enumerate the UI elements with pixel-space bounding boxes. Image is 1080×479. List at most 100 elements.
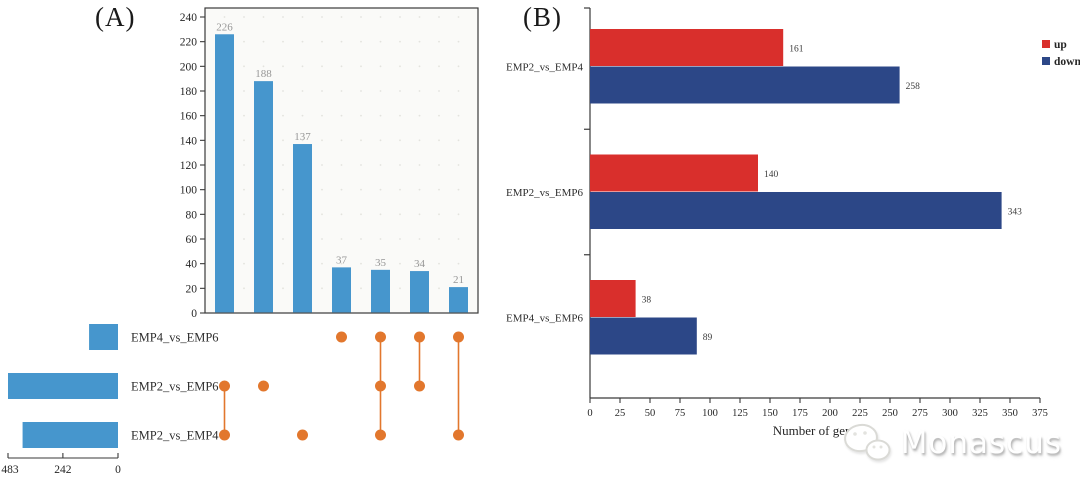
hbar-value-label: 161: [789, 44, 804, 54]
intersection-bar-value: 188: [255, 68, 272, 80]
hbar-xtick-label: 325: [972, 408, 988, 419]
upset-ytick-label: 0: [191, 308, 197, 320]
hbar-up-bar: [590, 154, 758, 192]
hbar-xtick-label: 175: [792, 408, 808, 419]
upset-y-axis: 0 20 40 60 80 100 120 140 160 180 200 220 240: [180, 12, 205, 320]
set-size-bar: [89, 324, 118, 350]
matrix-dot: [375, 429, 386, 441]
watermark: Monascus: [841, 421, 1062, 465]
intersection-bar: [332, 267, 351, 313]
matrix-dot: [219, 429, 230, 441]
upset-plot-box: [204, 7, 479, 314]
intersection-bar-value: 34: [414, 258, 426, 270]
legend-swatch-up: [1042, 40, 1050, 48]
set-size-tick-label: 242: [54, 464, 72, 476]
intersection-bar: [215, 34, 234, 313]
wechat-logo-icon: [843, 423, 891, 461]
intersection-size-bars: 226 188 137 37 35 34 21: [215, 21, 468, 313]
intersection-bar-value: 21: [453, 274, 464, 286]
set-size-axis: 483 242 0: [1, 453, 121, 476]
set-label: EMP2_vs_EMP4: [131, 429, 219, 443]
set-size-tick-label: 0: [115, 464, 121, 476]
upset-ytick-label: 120: [180, 160, 198, 172]
hbar-xtick-label: 0: [587, 408, 592, 419]
hbar-category-label: EMP2_vs_EMP6: [506, 187, 584, 199]
intersection-bar: [410, 271, 429, 313]
watermark-text: Monascus: [900, 425, 1062, 461]
hbar-down-bar: [590, 66, 900, 104]
matrix-dot: [414, 331, 425, 343]
intersection-bar: [371, 269, 390, 313]
hbar-xtick-label: 225: [852, 408, 868, 419]
upset-ytick-label: 180: [180, 86, 198, 98]
set-size-bar: [8, 373, 118, 399]
legend-label-down: down: [1054, 56, 1080, 68]
hbar-value-label: 38: [642, 295, 652, 305]
upset-ytick-label: 20: [186, 283, 198, 295]
matrix-dot: [375, 331, 386, 343]
upset-ytick-label: 200: [180, 61, 198, 73]
legend-swatch-down: [1042, 57, 1050, 65]
upset-ytick-label: 80: [186, 209, 198, 221]
hbar-xtick-label: 75: [675, 408, 686, 419]
hbar-value-label: 343: [1008, 207, 1023, 217]
hbar-x-axis: 0 25 50 75 100 125 150 175 200 225 250 275 300 325 350…: [587, 398, 1048, 438]
set-size-bar: [22, 422, 118, 448]
intersection-bar-value: 37: [336, 254, 348, 266]
set-label: EMP2_vs_EMP6: [131, 380, 219, 394]
hbar-category-label: EMP4_vs_EMP6: [506, 313, 584, 325]
set-size-tick-label: 483: [1, 464, 19, 476]
upset-ytick-label: 60: [186, 234, 198, 246]
intersection-bar: [449, 287, 468, 313]
matrix-dot: [336, 331, 347, 343]
upset-ytick-label: 220: [180, 37, 198, 49]
hbar-xtick-label: 375: [1032, 408, 1048, 419]
hbar-up-bar: [590, 280, 636, 317]
intersection-bar-value: 226: [216, 21, 233, 33]
hbar-xtick-label: 250: [882, 408, 898, 419]
matrix-dot: [414, 380, 425, 392]
matrix-dot: [297, 429, 308, 441]
hbar-xtick-label: 200: [822, 408, 838, 419]
upset-ytick-label: 160: [180, 111, 198, 123]
x-axis-title: Number of gene: [773, 423, 858, 438]
hbar-up-bar: [590, 29, 784, 66]
hbar-xtick-label: 150: [762, 408, 778, 419]
hbar-legend: up down: [1042, 39, 1080, 68]
hbar-xtick-label: 50: [645, 408, 656, 419]
intersection-bar-value: 35: [375, 257, 387, 269]
upset-ytick-label: 100: [180, 185, 198, 197]
hbar-value-label: 89: [703, 333, 713, 343]
upset-ytick-label: 140: [180, 135, 198, 147]
hbar-category-label: EMP2_vs_EMP4: [506, 62, 584, 74]
matrix-dot: [258, 380, 269, 392]
hbar-value-label: 140: [764, 170, 779, 180]
matrix-dot: [375, 380, 386, 392]
intersection-bar-value: 137: [294, 131, 311, 143]
hbar-xtick-label: 300: [942, 408, 958, 419]
hbar-xtick-label: 275: [912, 408, 928, 419]
intersection-bar: [293, 144, 312, 313]
upset-ytick-label: 40: [186, 259, 198, 271]
intersection-bar: [254, 81, 273, 313]
matrix-dot: [453, 331, 464, 343]
hbar-xtick-label: 100: [702, 408, 718, 419]
panel-a-label: (A): [95, 2, 136, 32]
hbar-groups: 161 258 EMP2_vs_EMP4 140 343 EMP2_vs_EMP6 38 89…: [506, 29, 1022, 355]
matrix-dot: [453, 429, 464, 441]
upset-ytick-label: 240: [180, 12, 198, 24]
set-rows: EMP4_vs_EMP6 EMP2_vs_EMP6 EMP2_vs_EMP4: [8, 324, 219, 448]
hbar-xtick-label: 350: [1002, 408, 1018, 419]
hbar-down-bar: [590, 317, 697, 355]
hbar-xtick-label: 25: [615, 408, 626, 419]
panel-b-label: (B): [523, 2, 562, 32]
set-label: EMP4_vs_EMP6: [131, 331, 219, 345]
combination-matrix: [219, 331, 464, 441]
legend-label-up: up: [1054, 39, 1067, 51]
hbar-value-label: 258: [906, 82, 921, 92]
matrix-dot: [219, 380, 230, 392]
hbar-xtick-label: 125: [732, 408, 748, 419]
